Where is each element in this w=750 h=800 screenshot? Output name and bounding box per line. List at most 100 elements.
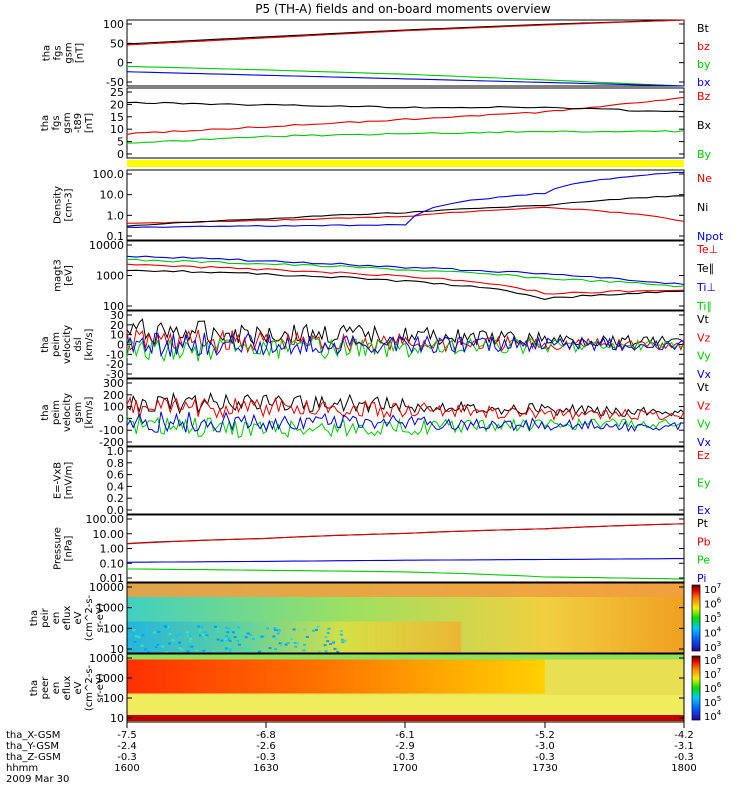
y-axis-label: tha [29,610,40,626]
spectrogram-pixel [328,643,332,646]
spectrogram-pixel [278,642,282,645]
panel-frame [126,87,685,159]
spectrogram-pixel [197,625,201,628]
spectrogram-pixel [237,643,241,646]
series-line-Pe [127,568,685,580]
y-tick-label: 300 [103,377,124,390]
spectrogram-pixel [145,629,149,632]
date-label: 2009 Mar 30 [6,774,69,785]
ephemeris-value: -0.3 [395,752,415,763]
y-axis-label: magt3 [53,259,64,292]
spectrogram-pixel [185,631,189,634]
legend-entry: Pi [697,572,706,585]
series-line-Bx [126,101,685,113]
ephemeris-value: -0.3 [256,752,276,763]
spectrogram-pixel [332,641,336,644]
ephemeris-value: 1700 [392,763,417,774]
spectrogram-mid [127,694,684,716]
spectrogram-pixel [134,635,138,638]
y-axis-label: -t89 [73,113,84,133]
ephemeris-value: -4.2 [674,730,694,741]
spectrogram-pixel [277,629,281,632]
spectrogram-pixel [238,631,242,634]
spectrogram-pixel [178,632,182,635]
ephemeris-row-label: hhmm [6,763,38,774]
spectrogram-pixel [257,637,261,640]
y-axis-label: sr-eV) [95,603,106,632]
spectrogram-pixel [189,637,193,640]
spectrogram-pixel [246,632,250,635]
spectrogram-pixel [235,631,239,634]
ephemeris-value: -0.3 [674,752,694,763]
spectrogram-core [127,659,545,694]
panel-fgs-gsm: 100 50 0 -50 tha fgs gsm [nT] Bt bz by bx [42,18,711,89]
spectrogram-pixel [316,625,320,628]
spectrogram-pixel [292,628,296,631]
spectrogram-pixel [311,629,315,632]
y-tick-label: 100.0 [93,168,125,181]
ephemeris-row-label: tha_Z-GSM [6,752,61,763]
y-tick-label: 10 [110,123,124,136]
spectrogram-pixel [248,633,252,636]
spectrogram-pixel [141,634,145,637]
y-axis-label: dsl [73,337,84,351]
series-line-Vz [126,396,685,422]
y-axis-label: velocity [62,393,73,432]
spectrogram-pixel [144,648,148,651]
spectrogram-high-energy [127,583,684,597]
panel-frame [126,169,685,241]
spectrogram-pixel [323,644,327,647]
spectrogram-pixel [227,627,231,630]
y-tick-label: 5 [117,136,124,149]
legend-entry: Ti⊥ [696,281,716,294]
spectrogram-pixel [186,634,190,637]
spectrogram-pixel [237,626,241,629]
y-axis-label: [nPa] [64,535,75,561]
spectrogram-pixel [157,630,161,633]
spectrogram-low-band [127,715,684,721]
y-tick-label: 100 [103,300,124,313]
y-axis-label: peer [40,676,51,700]
spectrogram-pixel [128,645,132,648]
spectrogram-pixel [273,629,277,632]
spectrogram-pixel [302,649,306,652]
spectrogram-pixel [161,645,165,648]
y-axis-label: [km/s] [84,396,95,428]
spectrogram-pixel [203,636,207,639]
legend-entry: Ey [697,477,711,490]
legend-entry: Bt [697,22,710,35]
spectrogram-pixel [163,625,167,628]
y-tick-label: 1000 [96,602,124,615]
ephemeris-value: -6.8 [256,730,276,741]
spectrogram-pixel [152,631,156,634]
y-tick-label: 1000 [96,672,124,685]
y-axis-label: [km/s] [84,328,95,360]
spectrogram-pixel [217,630,221,633]
spectrogram-pixel [137,635,141,638]
ephemeris-value: -6.1 [395,730,415,741]
spectrogram-pixel [146,651,150,654]
spectrogram-pixel [201,633,205,636]
y-axis-label: eV [73,611,84,624]
spectrogram-pixel [284,643,288,646]
y-axis-label: en [51,682,62,695]
spectrogram-pixel [200,625,204,628]
spectrogram-pixel [314,628,318,631]
spectrogram-pixel [246,647,250,650]
ephemeris-value: -2.6 [256,741,276,752]
spectrogram-pixel [220,639,224,642]
spectrogram-pixel [164,651,168,654]
y-axis-label: gsm [62,112,73,133]
y-axis-label: peim [51,400,62,425]
spectrogram-pixel [224,647,228,650]
y-tick-label: 0.8 [107,457,125,470]
spectrogram-pixel [274,638,278,641]
panel-pressure: 100.00 10.00 1.000.10 0.01 Pressure [nPa] Pt Pb… [53,513,711,585]
y-tick-label: 25 [110,86,124,99]
spectrogram-pixel [318,650,322,653]
spectrogram-pixel [216,627,220,630]
colorbar [691,655,701,721]
spectrogram-pixel [294,645,298,648]
legend-entry: Vz [697,331,711,344]
spectrogram-pixel [228,639,232,642]
